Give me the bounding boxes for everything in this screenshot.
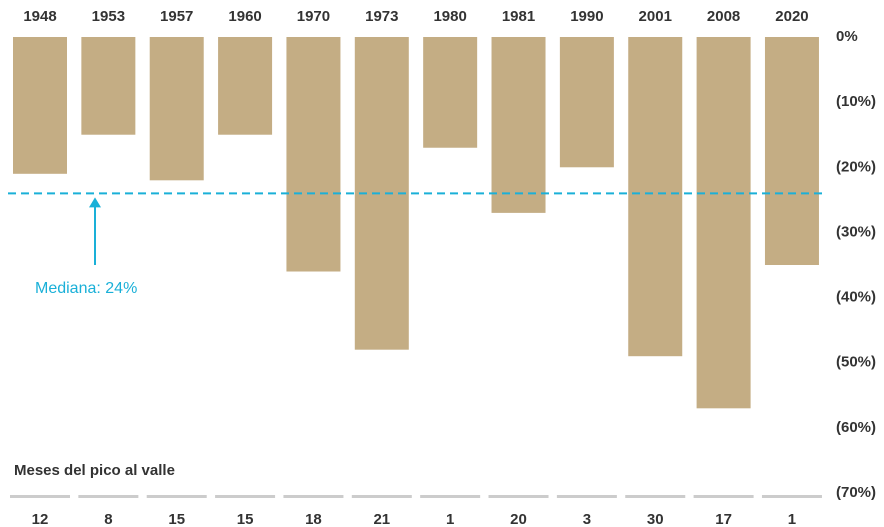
months-rule bbox=[761, 495, 822, 498]
months-rule bbox=[10, 495, 70, 498]
bar bbox=[286, 37, 341, 272]
median-arrowhead bbox=[89, 197, 101, 208]
months-value: 1 bbox=[446, 511, 454, 527]
x-tick-label: 1957 bbox=[160, 8, 193, 25]
bar bbox=[13, 37, 67, 174]
x-tick-label: 2020 bbox=[775, 8, 808, 25]
bar bbox=[423, 37, 478, 148]
x-tick-label: 1981 bbox=[502, 8, 535, 25]
bar bbox=[764, 37, 819, 265]
x-tick-label: 2008 bbox=[707, 8, 740, 25]
months-rule bbox=[283, 495, 344, 498]
bar bbox=[149, 37, 204, 181]
y-tick-label: 0% bbox=[836, 28, 858, 45]
x-tick-label: 1970 bbox=[297, 8, 330, 25]
months-value: 12 bbox=[32, 511, 49, 527]
months-rule bbox=[420, 495, 481, 498]
y-tick-label: (60%) bbox=[836, 419, 876, 436]
x-tick-label: 1960 bbox=[228, 8, 261, 25]
months-rule bbox=[625, 495, 686, 498]
months-rule bbox=[351, 495, 412, 498]
bar bbox=[559, 37, 614, 168]
bar bbox=[218, 37, 273, 135]
months-value: 20 bbox=[510, 511, 527, 527]
bar bbox=[81, 37, 136, 135]
months-rule bbox=[146, 495, 207, 498]
months-rule bbox=[488, 495, 549, 498]
months-value: 30 bbox=[647, 511, 664, 527]
months-rule bbox=[693, 495, 754, 498]
months-value: 1 bbox=[788, 511, 796, 527]
months-value: 8 bbox=[104, 511, 112, 527]
x-tick-label: 1980 bbox=[433, 8, 466, 25]
x-tick-label: 1948 bbox=[23, 8, 56, 25]
y-tick-label: (10%) bbox=[836, 93, 876, 110]
y-tick-label: (40%) bbox=[836, 289, 876, 306]
months-title: Meses del pico al valle bbox=[14, 462, 175, 479]
y-tick-label: (30%) bbox=[836, 223, 876, 240]
x-tick-label: 2001 bbox=[639, 8, 672, 25]
bar bbox=[491, 37, 546, 213]
months-value: 17 bbox=[715, 511, 732, 527]
y-tick-label: (70%) bbox=[836, 484, 876, 501]
months-value: 15 bbox=[168, 511, 185, 527]
y-tick-label: (20%) bbox=[836, 158, 876, 175]
months-value: 21 bbox=[373, 511, 390, 527]
x-tick-label: 1990 bbox=[570, 8, 603, 25]
months-rule bbox=[556, 495, 617, 498]
months-rule bbox=[215, 495, 276, 498]
x-tick-label: 1973 bbox=[365, 8, 398, 25]
median-label: Mediana: 24% bbox=[35, 280, 137, 297]
months-value: 15 bbox=[237, 511, 254, 527]
x-tick-label: 1953 bbox=[92, 8, 125, 25]
months-value: 18 bbox=[305, 511, 322, 527]
y-tick-label: (50%) bbox=[836, 354, 876, 371]
months-rule bbox=[78, 495, 139, 498]
bar bbox=[628, 37, 683, 357]
bar bbox=[696, 37, 751, 409]
months-value: 3 bbox=[583, 511, 591, 527]
